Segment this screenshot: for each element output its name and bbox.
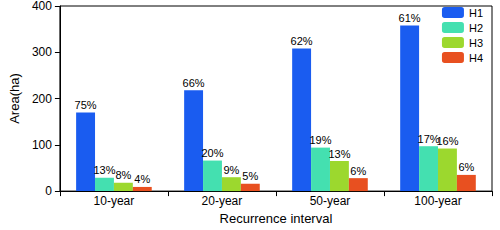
svg-text:Recurrence interval: Recurrence interval bbox=[220, 211, 333, 226]
svg-text:6%: 6% bbox=[458, 161, 474, 173]
svg-text:16%: 16% bbox=[436, 135, 458, 147]
svg-text:H3: H3 bbox=[469, 37, 483, 49]
svg-text:61%: 61% bbox=[399, 12, 421, 24]
svg-text:17%: 17% bbox=[417, 132, 440, 145]
svg-text:8%: 8% bbox=[115, 169, 131, 181]
svg-text:62%: 62% bbox=[291, 35, 313, 47]
svg-text:66%: 66% bbox=[183, 77, 205, 89]
svg-text:300: 300 bbox=[32, 45, 52, 59]
svg-text:13%: 13% bbox=[328, 148, 350, 160]
svg-text:50-year: 50-year bbox=[310, 194, 351, 208]
svg-text:20%: 20% bbox=[201, 147, 223, 159]
svg-text:H4: H4 bbox=[469, 52, 483, 64]
svg-text:19%: 19% bbox=[310, 134, 332, 146]
svg-text:5%: 5% bbox=[242, 170, 258, 182]
svg-text:75%: 75% bbox=[75, 99, 97, 111]
svg-text:20-year: 20-year bbox=[202, 194, 243, 208]
svg-text:Area(ha): Area(ha) bbox=[7, 73, 22, 124]
svg-text:H2: H2 bbox=[469, 22, 483, 34]
svg-text:0: 0 bbox=[45, 184, 52, 198]
svg-text:200: 200 bbox=[32, 92, 52, 106]
svg-text:4%: 4% bbox=[134, 173, 150, 185]
svg-text:6%: 6% bbox=[350, 165, 366, 177]
svg-text:100: 100 bbox=[32, 138, 52, 152]
svg-text:100-year: 100-year bbox=[414, 194, 461, 208]
svg-text:13%: 13% bbox=[93, 164, 115, 176]
svg-text:9%: 9% bbox=[223, 164, 239, 176]
svg-text:10-year: 10-year bbox=[94, 194, 135, 208]
svg-text:H1: H1 bbox=[469, 7, 483, 19]
svg-text:400: 400 bbox=[32, 0, 52, 13]
